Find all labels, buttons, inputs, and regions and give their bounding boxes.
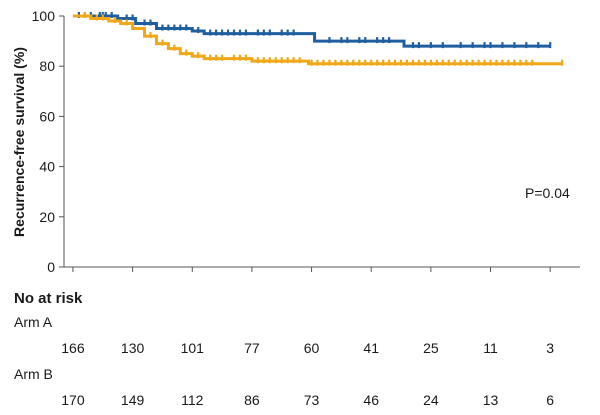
x-axis [64, 266, 580, 272]
risk-table-title: No at risk [14, 290, 83, 307]
y-tick-label: 60 [39, 108, 55, 124]
y-tick-label: 80 [39, 58, 55, 74]
risk-count-arm-b: 149 [120, 392, 145, 408]
risk-count-arm-b: 24 [423, 392, 439, 408]
risk-count-arm-a: 25 [423, 340, 439, 356]
y-tick-label: 100 [32, 8, 56, 24]
risk-count-arm-b: 86 [244, 392, 260, 408]
risk-count-arm-a: 130 [120, 340, 145, 356]
y-tick-label: 0 [47, 259, 55, 275]
risk-count-arm-a: 41 [363, 340, 379, 356]
risk-count-arm-b: 13 [482, 392, 499, 408]
y-axis: 0 20 40 60 80 100 [32, 8, 65, 275]
risk-count-arm-a: 101 [180, 340, 204, 356]
risk-count-arm-b: 6 [546, 392, 555, 408]
risk-row-label-arm-b: Arm B [14, 366, 53, 382]
risk-count-arm-a: 60 [303, 340, 320, 356]
p-value-annotation: P=0.04 [525, 185, 570, 201]
risk-count-arm-b: 73 [303, 392, 320, 408]
risk-count-arm-b: 170 [61, 392, 85, 408]
risk-count-arm-a: 77 [244, 340, 260, 356]
y-axis-label: Recurrence-free survival (%) [11, 47, 27, 237]
risk-count-arm-a: 11 [483, 340, 498, 356]
y-tick-label: 20 [39, 209, 55, 225]
km-plot: Recurrence-free survival (%) 0 20 40 60 80 10… [11, 8, 580, 275]
risk-count-arm-b: 46 [363, 392, 379, 408]
risk-count-arm-a: 166 [61, 340, 85, 356]
series-layer [72, 12, 564, 66]
y-tick-label: 40 [39, 159, 55, 175]
risk-count-arm-b: 112 [181, 392, 204, 408]
risk-count-arm-a: 3 [546, 340, 555, 356]
risk-row-label-arm-a: Arm A [14, 314, 53, 330]
